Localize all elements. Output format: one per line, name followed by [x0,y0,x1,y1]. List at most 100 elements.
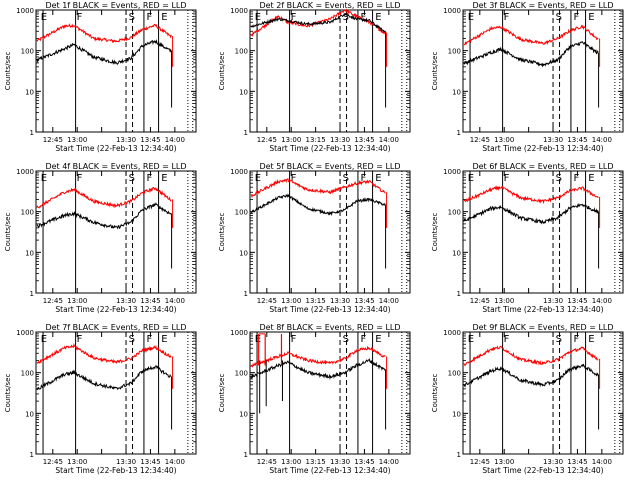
x-axis-label: Start Time (22-Feb-13 12:34:40) [55,466,176,475]
x-tick-label: 13:00 [494,458,514,466]
y-axis-label: Counts/sec [4,374,12,413]
y-tick-label: 1 [244,290,248,298]
annotation-letter: E [468,173,474,184]
annotation-letter: F [361,334,367,345]
y-tick-label: 1000 [16,329,34,337]
x-tick-label: 13:45 [140,297,160,305]
panel-det-1: Det 1f BLACK = Events, RED = LLD 1 10 100 10… [4,1,197,153]
x-tick-label: 13:30 [330,297,350,305]
series-lld-line [463,24,599,46]
y-axis-label: Counts/sec [431,213,439,252]
y-tick-label: 10 [239,410,248,418]
panel-det-6: Det 6f BLACK = Events, RED = LLD 1 10 100 10… [431,162,624,314]
x-tick-label: 13:45 [140,458,160,466]
annotation-letter: E [375,12,381,23]
x-tick-label: 13:30 [543,136,563,144]
x-axis-label: Start Time (22-Feb-13 12:34:40) [482,305,603,314]
annotation-letter: F [147,12,153,23]
plot-frame [249,170,411,294]
y-tick-label: 10 [239,88,248,96]
x-axis-label: Start Time (22-Feb-13 12:34:40) [482,144,603,153]
annotation-letter: F [574,173,580,184]
x-tick-label: 13:00 [281,297,301,305]
x-tick-label: 14:00 [165,297,185,305]
y-tick-label: 100 [235,370,248,378]
x-tick-label: 13:00 [494,297,514,305]
x-tick-label: 12:45 [257,458,277,466]
x-tick-label: 14:00 [592,136,612,144]
annotation-letter: S [129,173,135,184]
annotation-letter: E [588,12,594,23]
panel-det-2: Det 2f BLACK = Events, RED = LLD 1 10 100 10… [218,1,411,153]
x-tick-label: 13:30 [116,136,136,144]
y-tick-label: 1000 [443,329,461,337]
x-tick-label: 14:00 [379,297,399,305]
annotation-letter: F [504,173,510,184]
x-tick-label: 13:30 [543,297,563,305]
plot-frame [35,9,197,133]
y-tick-label: 1 [244,451,248,459]
series-events-line [250,358,386,381]
panel-det-3: Det 3f BLACK = Events, RED = LLD 1 10 100 10… [431,1,624,153]
x-axis-label: Start Time (22-Feb-13 12:34:40) [269,144,390,153]
plot-frame [462,170,624,294]
series-events-line [36,38,172,66]
x-tick-label: 13:15 [306,297,326,305]
plot-frame [35,331,197,455]
y-axis-label: Counts/sec [218,374,226,413]
annotation-letter: F [77,173,83,184]
series-lld-line [36,23,172,44]
annotation-letter: E [255,12,261,23]
x-axis-label: Start Time (22-Feb-13 12:34:40) [269,305,390,314]
x-tick-label: 13:45 [354,136,374,144]
x-tick-label: 14:00 [165,458,185,466]
annotation-letter: E [161,334,167,345]
annotation-letter: S [343,12,349,23]
x-tick-label: 13:45 [567,136,587,144]
series-lld-line [463,345,599,367]
panel-title: Det 9f BLACK = Events, RED = LLD [472,323,613,332]
panel-title: Det 1f BLACK = Events, RED = LLD [45,1,186,10]
annotation-letter: E [375,173,381,184]
series-lld-line [463,185,599,205]
x-tick-label: 13:30 [543,458,563,466]
panel-title: Det 5f BLACK = Events, RED = LLD [259,162,400,171]
x-tick-label: 13:30 [116,297,136,305]
x-tick-label: 13:45 [354,297,374,305]
y-tick-label: 10 [452,88,461,96]
y-axis-label: Counts/sec [4,52,12,91]
plot-frame [462,9,624,133]
series-lld-line [36,343,172,364]
annotation-letter: E [375,334,381,345]
y-tick-label: 100 [21,209,34,217]
y-tick-label: 1000 [443,168,461,176]
y-tick-label: 100 [21,48,34,56]
series-events-line [463,41,599,68]
panel-title: Det 7f BLACK = Events, RED = LLD [45,323,186,332]
x-tick-label: 12:45 [43,136,63,144]
y-axis-label: Counts/sec [218,213,226,252]
y-tick-label: 10 [25,88,34,96]
annotation-letter: F [574,334,580,345]
series-events-line [463,202,599,225]
series-lld-line [36,186,172,209]
x-tick-label: 13:00 [281,136,301,144]
x-axis-label: Start Time (22-Feb-13 12:34:40) [55,305,176,314]
y-tick-label: 10 [452,410,461,418]
x-tick-label: 14:00 [379,458,399,466]
annotation-letter: F [361,173,367,184]
x-tick-label: 13:00 [67,136,87,144]
y-tick-label: 1 [30,451,34,459]
panel-det-4: Det 4f BLACK = Events, RED = LLD 1 10 100 10… [4,162,197,314]
x-tick-label: 13:15 [306,458,326,466]
y-tick-label: 100 [235,48,248,56]
panel-det-9: Det 9f BLACK = Events, RED = LLD 1 10 100 10… [431,323,624,475]
annotation-letter: E [41,334,47,345]
y-tick-label: 100 [448,370,461,378]
y-tick-label: 10 [452,249,461,257]
annotation-letter: E [588,334,594,345]
y-tick-label: 1 [30,290,34,298]
x-tick-label: 12:45 [257,297,277,305]
x-tick-label: 14:00 [165,136,185,144]
